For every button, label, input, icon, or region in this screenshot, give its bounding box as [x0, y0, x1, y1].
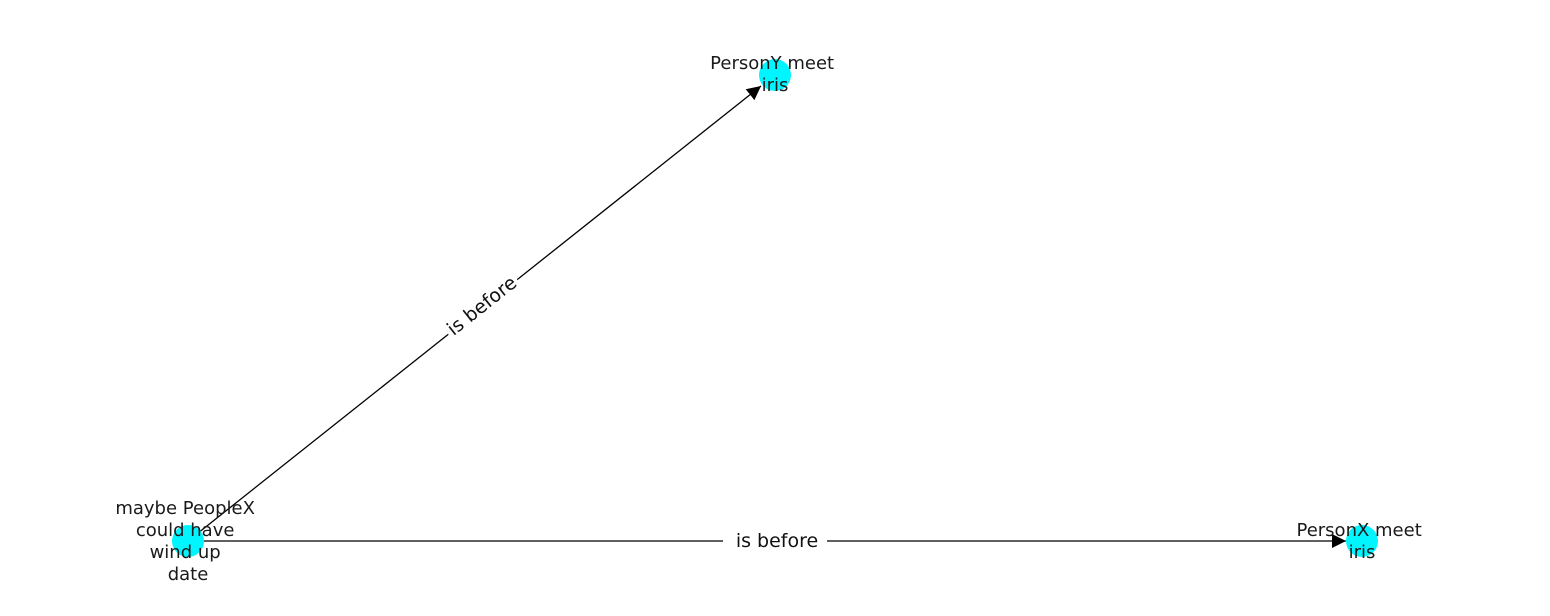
edge-label-bg-n1-n2: [438, 267, 526, 345]
node-label-n2-line-1: PersonY meet: [710, 53, 834, 74]
node-label-n1-line-1: maybe PeopleX: [115, 498, 255, 519]
edge-n1-n3: is before: [188, 527, 1346, 555]
node-label-n1-line-4: date: [168, 564, 209, 585]
node-n3[interactable]: [1346, 525, 1378, 557]
edge-label-bg-n1-n3: [723, 527, 827, 555]
edge-label-n1-n3: is before: [736, 530, 818, 552]
node-n1[interactable]: [172, 525, 204, 557]
node-n2[interactable]: [759, 59, 791, 91]
node-label-n2-line-2: iris: [762, 75, 789, 96]
node-label-n2: PersonY meet iris: [710, 53, 840, 96]
node-label-n3-line-1: PersonX meet: [1296, 520, 1421, 541]
edge-n1-n2: is before: [187, 85, 762, 542]
node-label-n1: maybe PeopleX could have wind up date: [115, 498, 260, 585]
node-label-n3-line-2: iris: [1349, 542, 1376, 563]
node-label-n1-line-3: wind up: [150, 542, 221, 563]
node-label-n3: PersonX meet iris: [1296, 520, 1427, 563]
edge-label-n1-n2: is before: [443, 272, 521, 340]
node-label-n1-line-2: could have: [136, 520, 235, 541]
